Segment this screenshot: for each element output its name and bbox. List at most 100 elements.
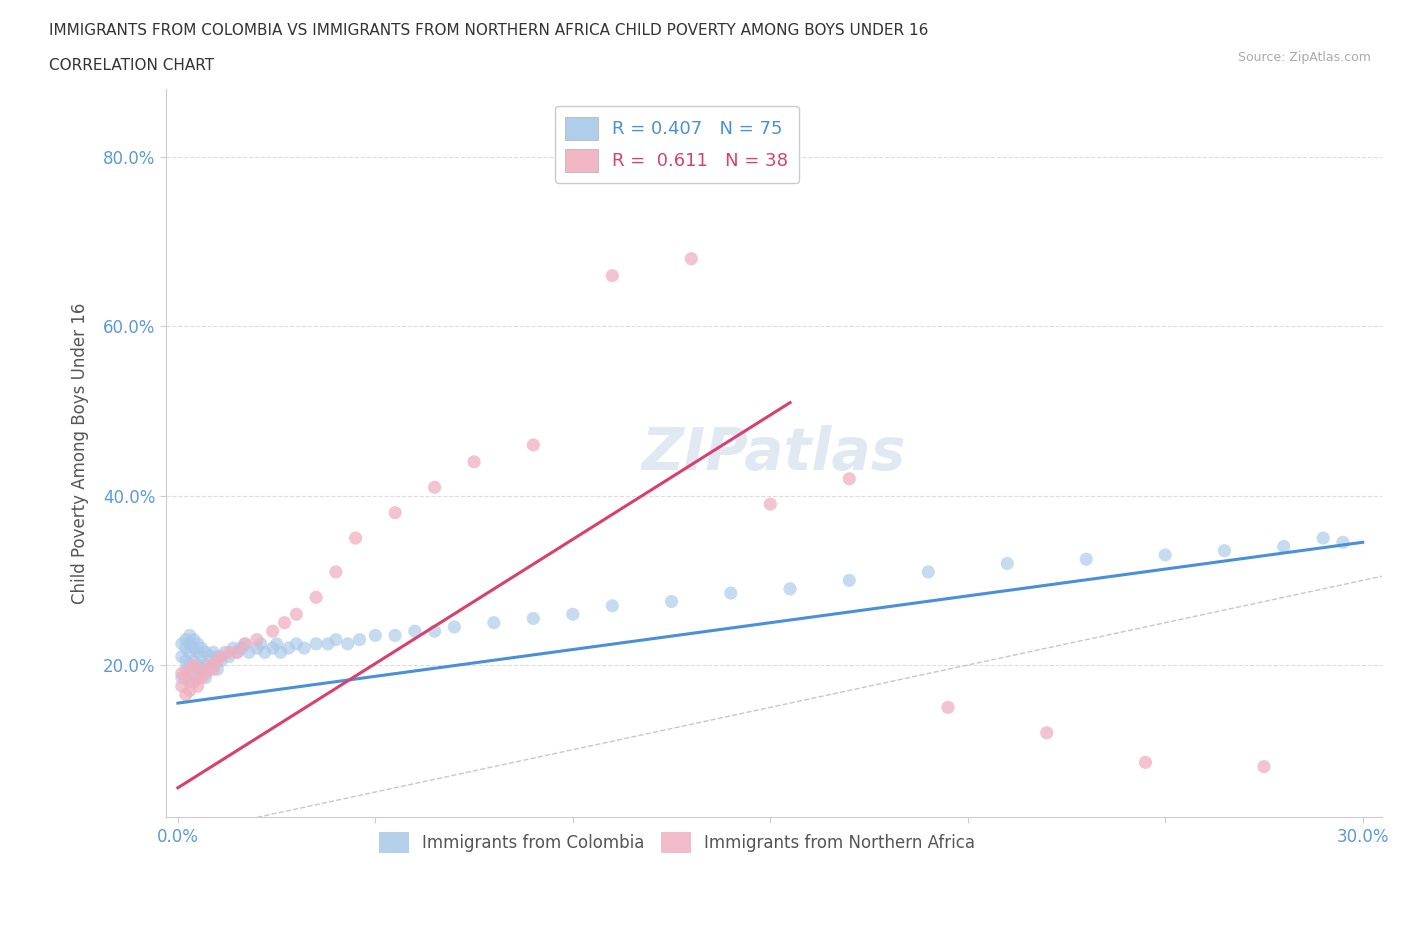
Point (463, 455, 485, 470)
Point (522, 437, 544, 452)
Point (174, 654, 197, 669)
Point (336, 636, 359, 651)
Point (561, 606, 583, 621)
Point (779, 581, 801, 596)
Point (179, 658, 201, 672)
Point (207, 654, 229, 669)
Point (1312, 531, 1334, 546)
Point (720, 586, 742, 601)
Point (174, 632, 197, 647)
Point (222, 641, 245, 656)
Point (1272, 539, 1295, 554)
Point (202, 644, 225, 659)
Point (170, 679, 193, 694)
Point (194, 658, 217, 672)
Point (198, 649, 221, 664)
Point (174, 641, 197, 656)
Text: Source: ZipAtlas.com: Source: ZipAtlas.com (1237, 51, 1371, 64)
Point (202, 662, 225, 677)
Point (198, 658, 221, 672)
Point (170, 636, 193, 651)
Point (1035, 725, 1057, 740)
Point (1154, 548, 1177, 563)
Point (285, 606, 308, 621)
Point (661, 594, 683, 609)
Point (179, 662, 201, 677)
Point (602, 598, 624, 613)
Text: ZIPatlas: ZIPatlas (643, 425, 907, 482)
Point (209, 649, 232, 664)
Point (187, 671, 209, 685)
Point (423, 624, 446, 639)
Point (207, 649, 229, 664)
Point (187, 636, 209, 651)
Point (273, 616, 295, 631)
Point (364, 628, 387, 643)
Point (305, 636, 328, 651)
Point (292, 641, 315, 656)
Point (238, 644, 260, 659)
Point (482, 616, 505, 631)
Point (170, 671, 193, 685)
Point (187, 644, 209, 659)
Point (936, 700, 959, 715)
Point (209, 654, 232, 669)
Point (838, 472, 860, 486)
Point (1213, 543, 1236, 558)
Point (190, 649, 212, 664)
Point (194, 671, 217, 685)
Point (229, 641, 252, 656)
Point (194, 644, 217, 659)
Point (1331, 535, 1354, 550)
Point (277, 641, 299, 656)
Point (838, 573, 860, 588)
Point (262, 624, 284, 639)
Point (246, 632, 269, 647)
Point (233, 636, 256, 651)
Point (253, 644, 276, 659)
Point (207, 662, 229, 677)
Point (917, 565, 939, 579)
Point (194, 666, 217, 681)
Point (266, 636, 288, 651)
Point (183, 658, 205, 672)
Point (183, 654, 205, 669)
Point (218, 644, 240, 659)
Point (344, 531, 367, 546)
Point (316, 636, 339, 651)
Point (285, 636, 308, 651)
Point (202, 658, 225, 672)
Point (995, 556, 1018, 571)
Point (187, 679, 209, 694)
Point (183, 674, 205, 689)
Point (404, 624, 426, 639)
Point (183, 666, 205, 681)
Point (325, 565, 347, 579)
Point (759, 497, 782, 512)
Point (179, 683, 201, 698)
Point (179, 636, 201, 651)
Point (305, 590, 328, 604)
Point (1253, 759, 1275, 774)
Text: IMMIGRANTS FROM COLOMBIA VS IMMIGRANTS FROM NORTHERN AFRICA CHILD POVERTY AMONG : IMMIGRANTS FROM COLOMBIA VS IMMIGRANTS F… (49, 23, 928, 38)
Point (190, 662, 212, 677)
Point (270, 644, 292, 659)
Point (423, 480, 446, 495)
Point (174, 662, 197, 677)
Point (1076, 551, 1098, 566)
Point (170, 666, 193, 681)
Text: CORRELATION CHART: CORRELATION CHART (49, 58, 214, 73)
Point (226, 644, 249, 659)
Point (384, 505, 406, 520)
Point (522, 611, 544, 626)
Point (179, 628, 201, 643)
Point (170, 649, 193, 664)
Point (190, 671, 212, 685)
Point (187, 658, 209, 672)
Point (214, 644, 236, 659)
Point (183, 641, 205, 656)
Point (190, 641, 212, 656)
Legend: Immigrants from Colombia, Immigrants from Northern Africa: Immigrants from Colombia, Immigrants fro… (373, 825, 981, 860)
Point (183, 632, 205, 647)
Point (262, 641, 284, 656)
